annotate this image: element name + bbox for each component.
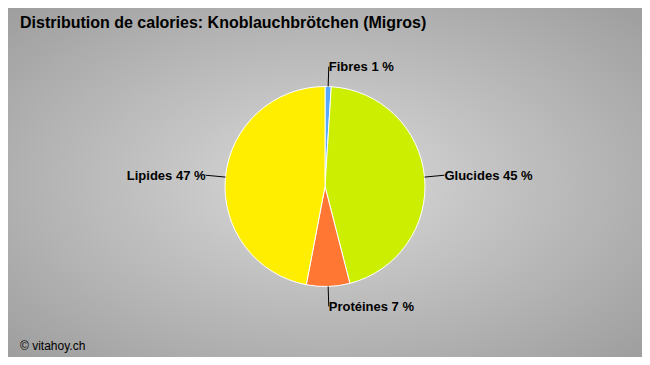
html-text:Distribution de calories: Knob: Distribution de calories: Knoblauchbrötc… [20,14,427,31]
svg-text:Lipides 47 %: Lipides 47 % [127,168,206,183]
html-text:© vitahoy.ch: © vitahoy.ch [20,339,86,353]
svg-text:Protéines 7 %: Protéines 7 % [329,299,415,314]
svg-text:Fibres 1 %: Fibres 1 % [329,59,394,74]
svg-text:Glucides 45 %: Glucides 45 % [444,168,533,183]
